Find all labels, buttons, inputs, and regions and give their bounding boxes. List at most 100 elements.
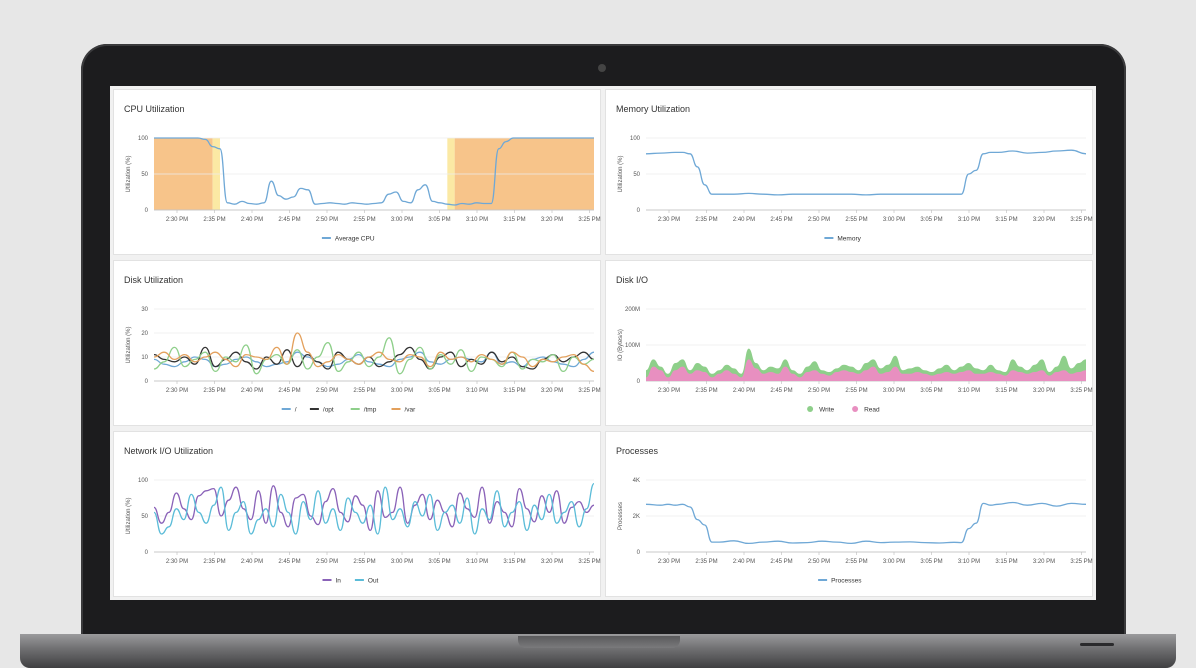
x-tick-label: 3:25 PM: [1070, 217, 1092, 223]
line-series: [153, 482, 595, 535]
legend-label: /tmp: [364, 407, 377, 414]
y-axis-label: IO (Bytes/s): [618, 329, 624, 361]
y-tick-label: 0: [637, 550, 641, 556]
x-tick-label: 2:55 PM: [353, 559, 375, 565]
laptop-vent: [1080, 643, 1114, 646]
laptop-hinge-notch: [518, 636, 680, 648]
line-series: [645, 149, 1087, 196]
x-tick-label: 2:55 PM: [845, 388, 867, 394]
x-tick-label: 2:40 PM: [733, 388, 755, 394]
processes-chart: 4K 2K 0 2:30 PM 2:35 PM 2:40 PM 2:45 PM 2:50 PM…: [618, 478, 1093, 585]
x-tick-label: 3:05 PM: [428, 559, 450, 565]
dashboard-screen: CPU Utilization 100 50 0 2:30 PM 2:35 PM 2:40…: [110, 86, 1096, 600]
x-tick-label: 3:20 PM: [1033, 217, 1055, 223]
x-tick-label: 3:15 PM: [503, 388, 525, 394]
y-tick-label: 100: [138, 136, 149, 142]
x-tick-label: 3:15 PM: [503, 217, 525, 223]
x-tick-label: 2:45 PM: [770, 559, 792, 565]
x-tick-label: 3:20 PM: [541, 217, 563, 223]
legend-label: Read: [864, 407, 880, 414]
y-tick-label: 100: [138, 478, 149, 484]
memory-panel-title: Memory Utilization: [616, 104, 691, 114]
disk-panel: Disk Utilization 30 20 10 0 2:30 PM 2:35 PM 2:…: [114, 261, 601, 425]
x-tick-label: 3:25 PM: [1070, 559, 1092, 565]
legend-label: /opt: [323, 407, 334, 414]
x-tick-label: 2:50 PM: [316, 217, 338, 223]
x-tick-label: 2:30 PM: [658, 388, 680, 394]
x-tick-label: 3:10 PM: [958, 217, 980, 223]
x-tick-label: 2:30 PM: [166, 388, 188, 394]
x-tick-label: 3:00 PM: [391, 217, 413, 223]
x-tick-label: 2:30 PM: [166, 217, 188, 223]
disk-chart: 30 20 10 0 2:30 PM 2:35 PM 2:40 PM 2:45 PM 2:50 …: [126, 307, 601, 414]
x-tick-label: 3:25 PM: [1070, 388, 1092, 394]
x-tick-label: 3:00 PM: [391, 388, 413, 394]
x-tick-label: 3:15 PM: [995, 388, 1017, 394]
diskio-chart: 200M 100M 0 2:30 PM 2:35 PM 2:40 PM 2:45 PM 2:5…: [618, 307, 1093, 414]
y-axis-label: Processes: [618, 502, 624, 530]
y-tick-label: 100: [630, 136, 641, 142]
y-tick-label: 0: [145, 550, 149, 556]
x-tick-label: 2:50 PM: [808, 217, 830, 223]
x-tick-label: 2:30 PM: [658, 217, 680, 223]
legend-label: /: [295, 407, 297, 414]
x-tick-label: 2:45 PM: [278, 388, 300, 394]
line-series: [153, 337, 595, 375]
x-tick-label: 3:10 PM: [466, 559, 488, 565]
x-tick-label: 3:00 PM: [883, 217, 905, 223]
x-tick-label: 2:55 PM: [845, 217, 867, 223]
x-tick-label: 2:30 PM: [166, 559, 188, 565]
x-tick-label: 3:15 PM: [995, 559, 1017, 565]
x-tick-label: 3:25 PM: [578, 559, 600, 565]
legend-label: Memory: [837, 236, 861, 243]
y-axis-label: Utilization (%): [126, 497, 132, 534]
processes-panel: Processes 4K 2K 0 2:30 PM 2:35 PM 2:40 PM 2:45…: [606, 432, 1093, 596]
x-tick-label: 3:15 PM: [995, 217, 1017, 223]
cpu-panel: CPU Utilization 100 50 0 2:30 PM 2:35 PM 2:40…: [114, 90, 601, 254]
x-tick-label: 2:35 PM: [695, 388, 717, 394]
y-tick-label: 0: [637, 379, 641, 385]
y-tick-label: 4K: [633, 478, 640, 484]
x-tick-label: 3:05 PM: [428, 217, 450, 223]
y-tick-label: 50: [633, 172, 640, 178]
legend-label: Out: [368, 578, 379, 585]
x-tick-label: 2:40 PM: [733, 217, 755, 223]
memory-panel: Memory Utilization 100 50 0 2:30 PM 2:35 PM 2…: [606, 90, 1093, 254]
x-tick-label: 3:00 PM: [883, 388, 905, 394]
x-tick-label: 3:20 PM: [1033, 388, 1055, 394]
y-tick-label: 0: [145, 379, 149, 385]
x-tick-label: 2:35 PM: [695, 217, 717, 223]
x-tick-label: 3:20 PM: [541, 559, 563, 565]
x-tick-label: 2:50 PM: [808, 559, 830, 565]
x-tick-label: 2:35 PM: [203, 217, 225, 223]
x-tick-label: 2:40 PM: [241, 559, 263, 565]
y-axis-label: Utilization (%): [618, 155, 624, 192]
webcam-icon: [598, 64, 606, 72]
x-tick-label: 2:55 PM: [353, 217, 375, 223]
network-panel-title: Network I/O Utilization: [124, 446, 214, 456]
y-tick-label: 0: [637, 208, 641, 214]
legend-label: Average CPU: [335, 236, 375, 243]
y-tick-label: 10: [141, 355, 148, 361]
x-tick-label: 2:55 PM: [353, 388, 375, 394]
x-tick-label: 2:45 PM: [278, 217, 300, 223]
network-panel: Network I/O Utilization 100 50 0 2:30 PM 2:3…: [114, 432, 601, 596]
x-tick-label: 2:40 PM: [733, 559, 755, 565]
y-tick-label: 30: [141, 307, 148, 313]
x-tick-label: 2:45 PM: [770, 217, 792, 223]
legend-swatch: [807, 406, 814, 412]
x-tick-label: 2:40 PM: [241, 388, 263, 394]
y-tick-label: 200M: [625, 307, 640, 313]
legend-label: Processes: [831, 578, 862, 585]
y-tick-label: 100M: [625, 343, 640, 349]
x-tick-label: 2:45 PM: [278, 559, 300, 565]
disk-panel-title: Disk Utilization: [124, 275, 184, 285]
x-tick-label: 3:20 PM: [541, 388, 563, 394]
y-tick-label: 2K: [633, 514, 640, 520]
x-tick-label: 3:00 PM: [883, 559, 905, 565]
x-tick-label: 2:30 PM: [658, 559, 680, 565]
x-tick-label: 2:35 PM: [203, 388, 225, 394]
x-tick-label: 2:55 PM: [845, 559, 867, 565]
area-series-read: [646, 359, 1086, 381]
x-tick-label: 2:35 PM: [695, 559, 717, 565]
